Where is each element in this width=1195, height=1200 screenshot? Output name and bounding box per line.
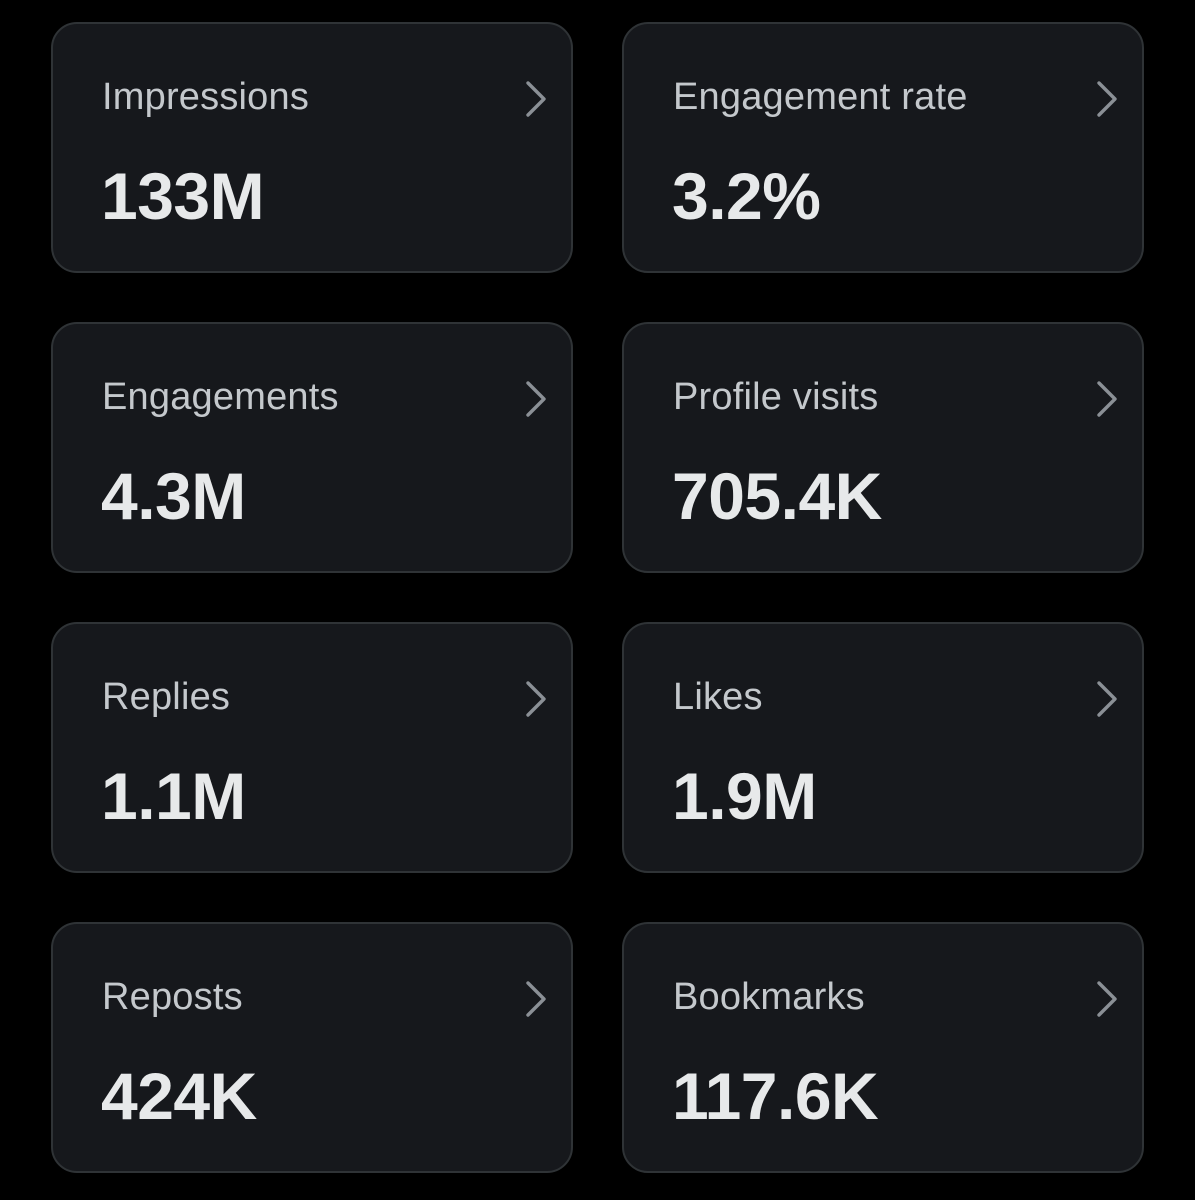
metric-card-engagement-rate[interactable]: Engagement rate 3.2% [622, 22, 1144, 273]
metric-label: Engagement rate [673, 76, 968, 118]
metric-label: Replies [102, 676, 231, 718]
chevron-right-icon [523, 79, 549, 119]
metric-value: 1.9M [672, 759, 817, 833]
chevron-right-icon [1094, 79, 1120, 119]
chevron-right-icon [1094, 379, 1120, 419]
metric-value: 705.4K [672, 459, 882, 533]
metric-card-bookmarks[interactable]: Bookmarks 117.6K [622, 922, 1144, 1173]
metric-value: 424K [101, 1059, 257, 1133]
metric-card-profile-visits[interactable]: Profile visits 705.4K [622, 322, 1144, 573]
metrics-grid: Impressions 133M Engagement rate 3.2% En… [51, 22, 1144, 1173]
chevron-right-icon [1094, 679, 1120, 719]
metric-card-reposts[interactable]: Reposts 424K [51, 922, 573, 1173]
metric-card-likes[interactable]: Likes 1.9M [622, 622, 1144, 873]
metric-value: 133M [101, 159, 265, 233]
chevron-right-icon [523, 979, 549, 1019]
metric-label: Profile visits [673, 376, 879, 418]
metric-value: 117.6K [672, 1059, 879, 1133]
metric-value: 1.1M [101, 759, 246, 833]
metric-label: Reposts [102, 976, 243, 1018]
metric-label: Likes [673, 676, 763, 718]
chevron-right-icon [1094, 979, 1120, 1019]
metric-label: Engagements [102, 376, 339, 418]
chevron-right-icon [523, 379, 549, 419]
metric-label: Bookmarks [673, 976, 865, 1018]
chevron-right-icon [523, 679, 549, 719]
metric-value: 4.3M [101, 459, 246, 533]
metric-label: Impressions [102, 76, 310, 118]
metric-value: 3.2% [672, 159, 821, 233]
metric-card-replies[interactable]: Replies 1.1M [51, 622, 573, 873]
metric-card-impressions[interactable]: Impressions 133M [51, 22, 573, 273]
metric-card-engagements[interactable]: Engagements 4.3M [51, 322, 573, 573]
